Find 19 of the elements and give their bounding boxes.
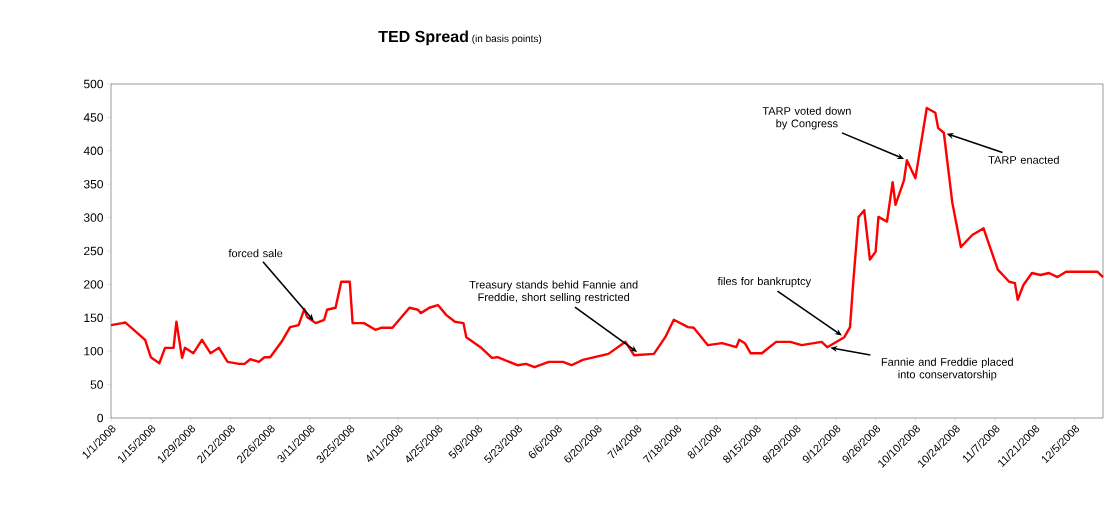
annotation: Treasury stands behid Fannie and Freddie, short selling restricted — [469, 280, 638, 304]
y-tick-label: 200 — [84, 280, 104, 289]
annotation: TARP enacted — [988, 155, 1059, 164]
chart-title: TED Spread — [378, 30, 468, 46]
y-tick-label: 0 — [97, 413, 104, 423]
y-tick-label: 400 — [83, 146, 104, 156]
y-tick-label: 150 — [84, 313, 104, 323]
annotation: TARP voted down by Congress — [762, 106, 851, 130]
y-tick-label: 50 — [90, 380, 104, 389]
y-tick-label: 100 — [84, 346, 104, 356]
annotation: Fannie and Freddie placed into conservatorship — [881, 357, 1013, 381]
annotation: files for bankruptcy — [717, 277, 812, 288]
y-tick-label: 450 — [83, 113, 104, 122]
chart-subtitle: (in basis points) — [472, 34, 542, 45]
y-tick-label: 250 — [84, 246, 104, 256]
y-tick-label: 500 — [83, 79, 104, 89]
annotation: forced sale — [228, 249, 283, 258]
y-tick-label: 300 — [83, 213, 104, 222]
y-tick-label: 350 — [83, 179, 104, 189]
